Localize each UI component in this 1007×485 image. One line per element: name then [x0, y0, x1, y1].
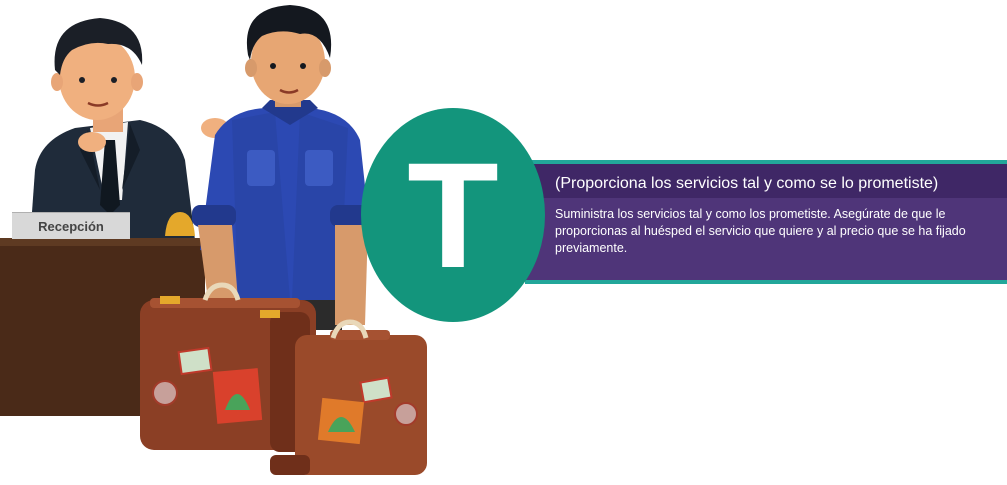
- info-banner: (Proporciona los servicios tal y como se…: [525, 160, 1007, 284]
- reception-sign: Recepción: [12, 212, 130, 239]
- guest: [192, 5, 374, 330]
- banner-title: (Proporciona los servicios tal y como se…: [555, 175, 939, 192]
- banner-header-strip: [525, 164, 1007, 198]
- small-suitcase: [270, 319, 427, 475]
- banner-body: Suministra los servicios tal y como los …: [555, 207, 966, 255]
- badge-letter: T: [407, 131, 499, 299]
- large-suitcase: [140, 282, 316, 452]
- letter-badge: T: [361, 108, 545, 322]
